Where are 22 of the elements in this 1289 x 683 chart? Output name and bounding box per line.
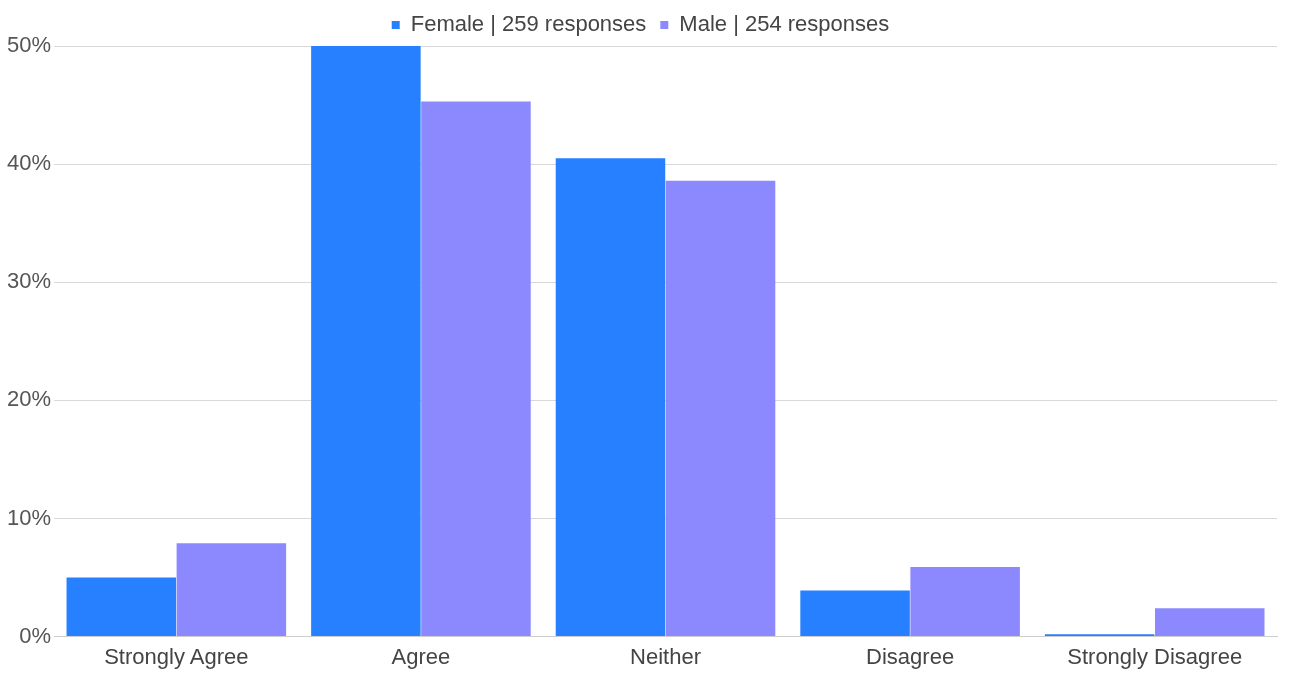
y-tick-label: 10%: [6, 504, 52, 530]
y-tick-label: 20%: [6, 386, 52, 412]
y-tick-label: 0%: [19, 622, 52, 648]
legend-label: Male | 254 responses: [679, 11, 890, 37]
bar: [176, 543, 287, 637]
bar: [555, 158, 666, 637]
bar: [800, 590, 910, 637]
x-tick-label: Strongly Agree: [104, 643, 249, 669]
bar: [311, 46, 421, 637]
bar: [910, 566, 1020, 637]
x-tick-label: Strongly Disagree: [1067, 643, 1243, 669]
legend-label: Female | 259 responses: [410, 11, 647, 37]
x-tick-label: Agree: [391, 643, 451, 669]
bar: [1154, 608, 1265, 637]
bar: [421, 101, 531, 637]
y-tick-label: 50%: [6, 32, 52, 58]
bar: [66, 577, 177, 637]
y-tick-label: 40%: [6, 150, 52, 176]
x-tick-label: Neither: [630, 643, 701, 669]
x-tick-label: Disagree: [866, 643, 955, 669]
bar: [665, 180, 776, 637]
y-tick-label: 30%: [6, 268, 52, 294]
